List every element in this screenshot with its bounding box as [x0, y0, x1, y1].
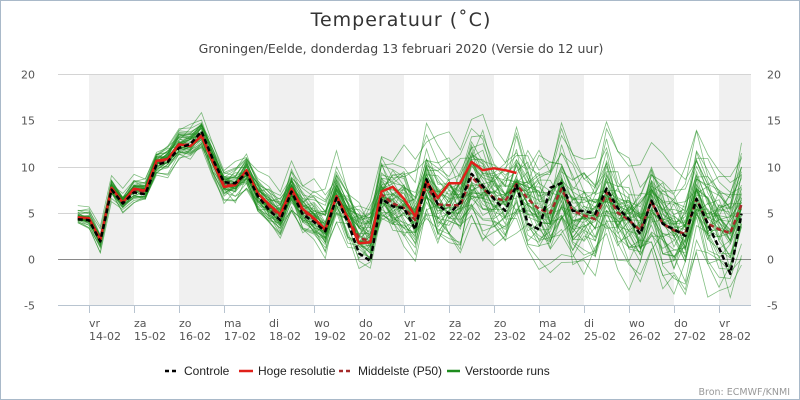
x-tick-label-date: 23-02 — [494, 330, 526, 343]
legend-label-hoge-resolutie[interactable]: Hoge resolutie — [258, 364, 336, 378]
x-tick-label-day: zo — [494, 317, 507, 330]
y-tick-label: 5 — [767, 208, 774, 221]
x-tick-label-day: wo — [314, 317, 330, 330]
y-tick-label: 0 — [767, 254, 774, 267]
x-tick-label-day: vr — [404, 317, 416, 330]
ensemble-member-line — [77, 128, 742, 291]
y-tick-label: 15 — [21, 115, 35, 128]
legend-label-p50[interactable]: Middelste (P50) — [358, 364, 442, 378]
y-axis-left: -5 0 5 10 15 20 — [21, 69, 35, 313]
x-tick-label-date: 25-02 — [584, 330, 616, 343]
ensemble-member-line — [77, 142, 742, 296]
ensemble-member-line — [77, 135, 742, 244]
x-tick-label-day: do — [674, 317, 688, 330]
y-tick-label: -5 — [767, 300, 778, 313]
x-tick-label-day: di — [269, 317, 279, 330]
series-line-hoge-resolutie — [77, 134, 517, 245]
day-band — [179, 74, 224, 305]
y-tick-label: 5 — [28, 208, 35, 221]
x-tick-label-date: 27-02 — [674, 330, 706, 343]
series-line-controle — [77, 130, 743, 276]
x-tick-label-date: 18-02 — [269, 330, 301, 343]
y-tick-label: 0 — [28, 254, 35, 267]
x-tick-label-day: vr — [719, 317, 731, 330]
x-tick-label-date: 28-02 — [719, 330, 751, 343]
x-tick-label-day: ma — [224, 317, 241, 330]
x-tick-label-date: 21-02 — [404, 330, 436, 343]
legend-label-controle[interactable]: Controle — [184, 364, 230, 378]
x-tick-label-day: zo — [179, 317, 192, 330]
legend-label-verstoorde-runs[interactable]: Verstoorde runs — [465, 364, 550, 378]
y-axis-right: -5 0 5 10 15 20 — [767, 69, 781, 313]
ensemble-member-line — [77, 135, 742, 283]
chart-subtitle: Groningen/Eelde, donderdag 13 februari 2… — [199, 41, 604, 56]
x-tick-label-date: 20-02 — [359, 330, 391, 343]
ensemble-member-line — [77, 142, 742, 300]
x-tick-label-day: wo — [629, 317, 645, 330]
x-tick-label-date: 16-02 — [179, 330, 211, 343]
x-axis: vr14-02za15-02zo16-02ma17-02di18-02wo19-… — [58, 305, 751, 343]
source-credit: Bron: ECMWF/KNMI — [699, 387, 791, 398]
y-tick-label: 15 — [767, 115, 781, 128]
x-tick-label-day: ma — [539, 317, 556, 330]
x-tick-label-date: 14-02 — [89, 330, 121, 343]
y-tick-label: -5 — [24, 300, 35, 313]
x-tick-label-day: do — [359, 317, 373, 330]
y-tick-label: 20 — [767, 69, 781, 82]
main-series — [77, 130, 743, 276]
y-tick-label: 10 — [21, 162, 35, 175]
x-tick-label-date: 17-02 — [224, 330, 256, 343]
ensemble-member-line — [77, 125, 742, 265]
x-tick-label-date: 26-02 — [629, 330, 661, 343]
y-tick-label: 10 — [767, 162, 781, 175]
x-tick-label-date: 15-02 — [134, 330, 166, 343]
x-tick-label-date: 19-02 — [314, 330, 346, 343]
x-tick-label-day: vr — [89, 317, 101, 330]
ensemble-member-line — [77, 124, 742, 271]
x-tick-label-day: za — [134, 317, 147, 330]
chart-title: Temperatuur (˚C) — [310, 9, 492, 31]
legend: Controle Hoge resolutie Middelste (P50) … — [165, 364, 550, 378]
ensemble-member-line — [77, 113, 742, 228]
x-tick-label-date: 24-02 — [539, 330, 571, 343]
x-tick-label-day: di — [584, 317, 594, 330]
x-tick-label-date: 22-02 — [449, 330, 481, 343]
x-tick-label-day: za — [449, 317, 462, 330]
y-tick-label: 20 — [21, 69, 35, 82]
